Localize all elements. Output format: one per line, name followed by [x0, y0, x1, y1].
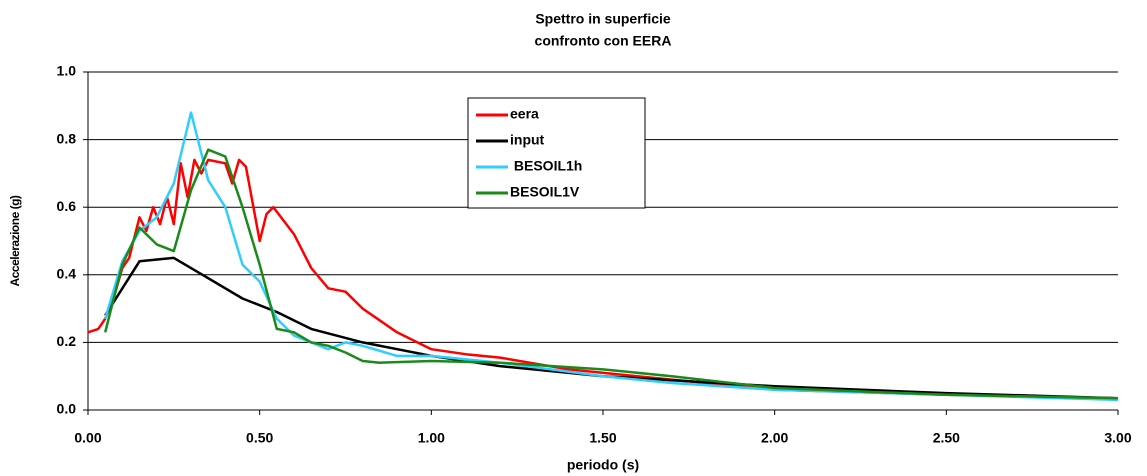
series-line	[103, 148, 1119, 400]
legend-label: input	[510, 132, 545, 148]
series-line	[104, 111, 1119, 402]
x-tick-label: 3.00	[1104, 430, 1131, 446]
legend: eera input BESOIL1h BESOIL1V	[467, 97, 646, 209]
chart-title: confronto con EERA	[535, 33, 672, 49]
x-axis-label: periodo (s)	[567, 457, 639, 473]
y-tick-label: 0.4	[57, 266, 77, 282]
legend-label: eera	[510, 106, 539, 122]
y-tick-label: 0.6	[57, 198, 77, 214]
y-tick-label: 1.0	[57, 63, 77, 79]
legend-label: BESOIL1V	[510, 184, 580, 200]
x-tick-label: 2.50	[933, 430, 960, 446]
y-axis-label: Accelerazione (g)	[8, 195, 22, 286]
x-tick-label: 0.00	[74, 430, 101, 446]
x-tick-label: 1.50	[589, 430, 616, 446]
x-tick-label: 2.00	[761, 430, 788, 446]
y-tick-label: 0.2	[57, 333, 77, 349]
x-tick-label: 0.50	[246, 430, 273, 446]
y-tick-label: 0.0	[57, 401, 77, 417]
legend-label: BESOIL1h	[510, 158, 582, 174]
y-tick-label: 0.8	[57, 130, 77, 146]
series-line	[87, 158, 1119, 400]
chart-title: Spettro in superficie	[535, 11, 671, 27]
x-tick-label: 1.00	[418, 430, 445, 446]
